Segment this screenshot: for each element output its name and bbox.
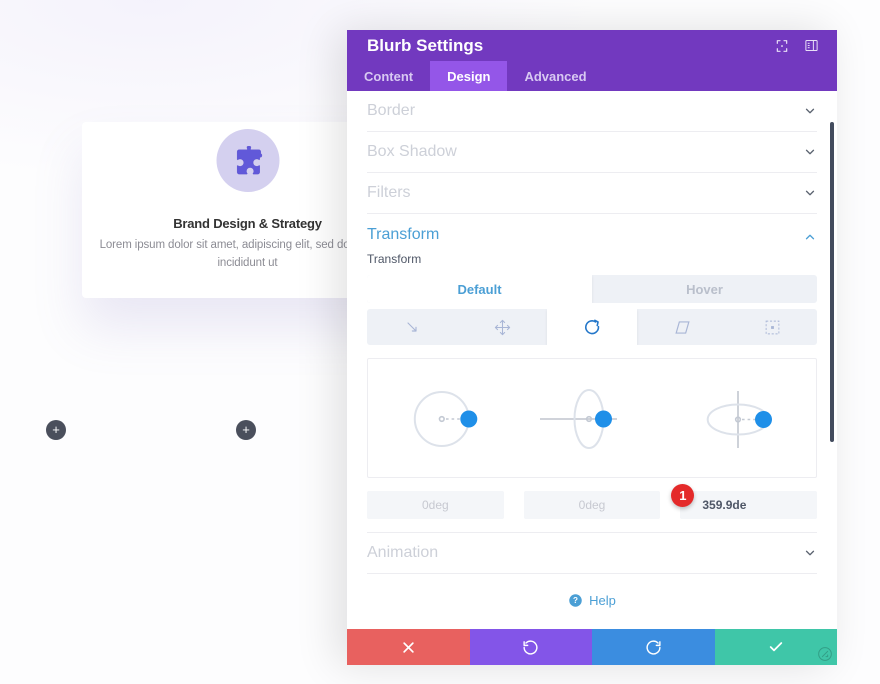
svg-text:?: ? [573, 596, 578, 605]
